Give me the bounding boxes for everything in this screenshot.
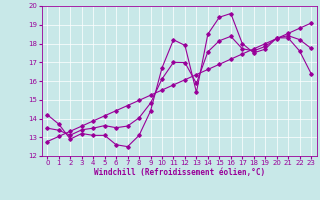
X-axis label: Windchill (Refroidissement éolien,°C): Windchill (Refroidissement éolien,°C) (94, 168, 265, 177)
